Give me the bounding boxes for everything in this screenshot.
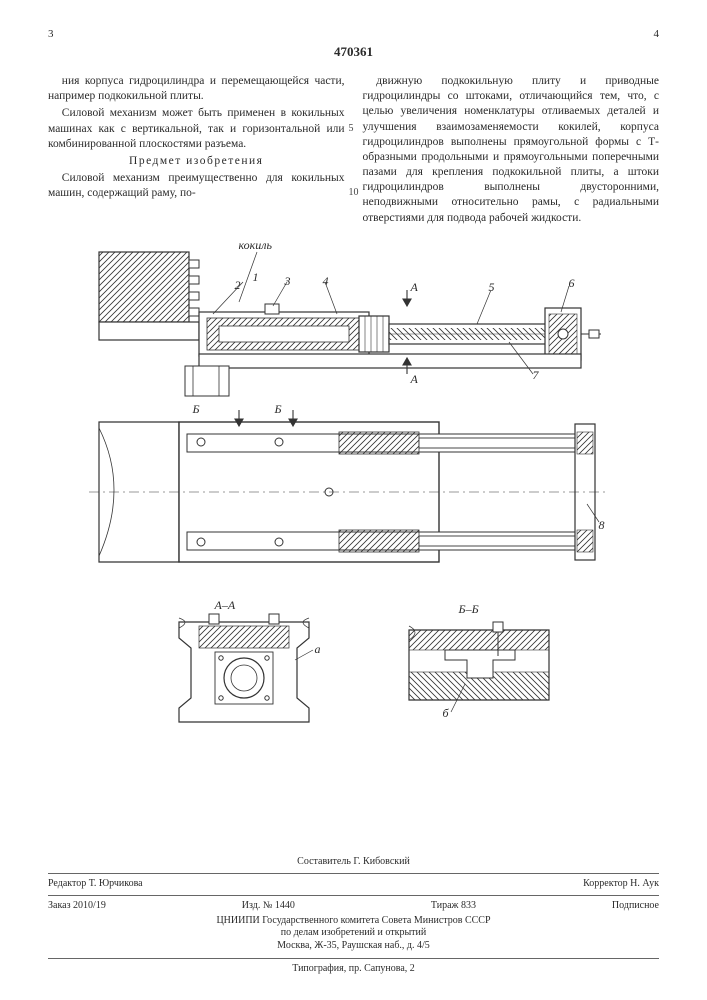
patent-number: 470361 xyxy=(48,44,659,60)
editor-row: Редактор Т. Юрчикова Корректор Н. Аук xyxy=(48,878,659,889)
rule xyxy=(48,895,659,896)
patent-page: 3 4 470361 ния корпуса гидроцилиндра и п… xyxy=(0,0,707,1000)
mark-b: б xyxy=(443,706,449,721)
rod-right xyxy=(389,324,549,344)
section-mark-A-bottom: А xyxy=(411,372,418,387)
signed: Подписное xyxy=(612,900,659,911)
cylinder-top xyxy=(199,304,389,356)
text-columns: ния корпуса гидроцилиндра и перемещающей… xyxy=(48,74,659,228)
line-number-10: 10 xyxy=(349,186,359,199)
tirazh: Тираж 833 xyxy=(431,900,476,911)
order-num: Заказ 2010/19 xyxy=(48,900,106,911)
technical-drawing: кокиль xyxy=(89,242,619,762)
edition-num: Изд. № 1440 xyxy=(242,900,295,911)
section-mark-A-top: А xyxy=(411,280,418,295)
callout-5: 5 xyxy=(489,280,495,295)
section-AA xyxy=(179,614,313,722)
section-mark-B2: Б xyxy=(275,402,282,417)
left-column: ния корпуса гидроцилиндра и перемещающей… xyxy=(48,74,345,228)
subject-of-invention-title: Предмет изобретения xyxy=(48,154,345,169)
drawing-svg xyxy=(89,242,619,762)
kokil-label: кокиль xyxy=(239,238,272,253)
compiler-line: Составитель Г. Кибовский xyxy=(48,856,659,867)
corrector: Корректор Н. Аук xyxy=(583,878,659,889)
editor: Редактор Т. Юрчикова xyxy=(48,878,143,889)
section-AA-title: А–А xyxy=(215,598,236,613)
section-mark-B1: Б xyxy=(193,402,200,417)
left-bolt-plate xyxy=(185,366,229,396)
column-page-numbers: 3 4 xyxy=(48,28,659,40)
left-page-num: 3 xyxy=(48,28,54,40)
org-line3: Москва, Ж-35, Раушская наб., д. 4/5 xyxy=(48,940,659,953)
para: Силовой механизм преимущественно для кок… xyxy=(48,171,345,201)
callout-2: 2 xyxy=(235,278,241,293)
para: ния корпуса гидроцилиндра и перемещающей… xyxy=(48,74,345,104)
base-rail-top xyxy=(199,354,581,368)
para: Силовой механизм может быть применен в к… xyxy=(48,106,345,152)
imprint-footer: Составитель Г. Кибовский Редактор Т. Юрч… xyxy=(48,856,659,975)
para: движную подкокильную плиту и приводные г… xyxy=(363,74,660,226)
callout-1: 1 xyxy=(253,270,259,285)
right-support xyxy=(545,308,601,360)
section-BB xyxy=(409,622,549,712)
rule xyxy=(48,958,659,959)
callout-7: 7 xyxy=(533,368,539,383)
right-column: 5 10 движную подкокильную плиту и привод… xyxy=(363,74,660,228)
right-page-num: 4 xyxy=(654,28,660,40)
plan-view xyxy=(89,410,609,562)
section-BB-title: Б–Б xyxy=(459,602,479,617)
typography-line: Типография, пр. Сапунова, 2 xyxy=(48,963,659,974)
org-line2: по делам изобретений и открытий xyxy=(48,927,659,940)
callout-8: 8 xyxy=(599,518,605,533)
rule xyxy=(48,873,659,874)
order-row: Заказ 2010/19 Изд. № 1440 Тираж 833 Подп… xyxy=(48,900,659,911)
org-block: ЦНИИПИ Государственного комитета Совета … xyxy=(48,915,659,953)
kokil-fragment xyxy=(99,252,199,340)
callout-3: 3 xyxy=(285,274,291,289)
callout-4: 4 xyxy=(323,274,329,289)
callout-6: 6 xyxy=(569,276,575,291)
org-line1: ЦНИИПИ Государственного комитета Совета … xyxy=(48,915,659,928)
line-number-5: 5 xyxy=(349,122,354,135)
mark-a: а xyxy=(315,642,321,657)
